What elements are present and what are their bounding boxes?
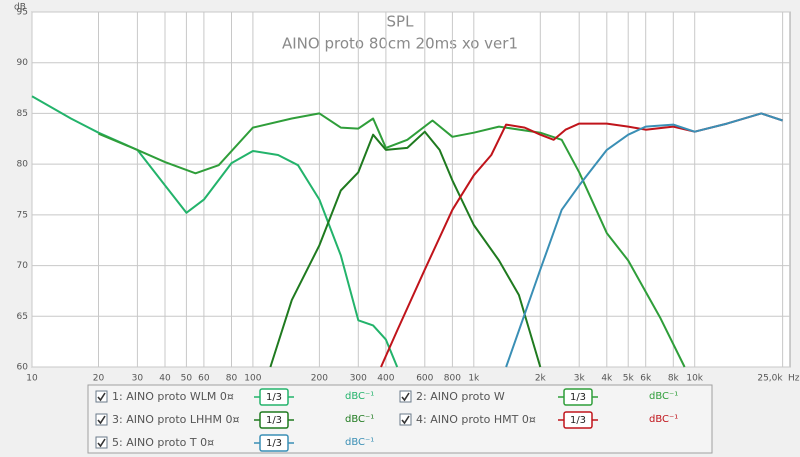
y-axis-label: dB bbox=[14, 3, 26, 13]
legend-label: 3: AINO proto LHHM 0¤ bbox=[112, 413, 240, 426]
y-tick-label: 70 bbox=[17, 261, 29, 271]
legend-checkbox[interactable] bbox=[95, 436, 108, 449]
x-tick-label: 8k bbox=[668, 374, 680, 384]
y-tick-label: 60 bbox=[17, 363, 29, 373]
x-tick-label: 20 bbox=[93, 374, 105, 384]
x-tick-label: 2k bbox=[535, 374, 547, 384]
x-tick-label: 400 bbox=[377, 374, 394, 384]
series-line bbox=[505, 112, 783, 368]
legend-checkbox[interactable] bbox=[95, 390, 108, 403]
legend-label: 5: AINO proto T 0¤ bbox=[112, 436, 214, 449]
x-tick-label: 50 bbox=[181, 374, 193, 384]
smoothing-box[interactable] bbox=[259, 388, 289, 406]
y-tick-label: 65 bbox=[17, 312, 28, 322]
legend-label: 2: AINO proto W bbox=[416, 390, 505, 403]
units-label: dBC⁻¹ bbox=[345, 391, 374, 402]
x-tick-label: 1k bbox=[468, 374, 480, 384]
smoothing-box[interactable] bbox=[563, 411, 593, 429]
x-tick-label: 80 bbox=[226, 374, 238, 384]
smoothing-label: 1/3 bbox=[266, 392, 282, 403]
smoothing-label: 1/3 bbox=[570, 415, 586, 426]
x-tick-label: 4k bbox=[601, 374, 613, 384]
x-tick-label: 10 bbox=[26, 374, 38, 384]
chart-title: SPL bbox=[387, 13, 415, 31]
x-tick-label: 600 bbox=[416, 374, 433, 384]
x-tick-label: 60 bbox=[198, 374, 210, 384]
y-tick-label: 75 bbox=[17, 210, 28, 220]
chart-subtitle: AINO proto 80cm 20ms xo ver1 bbox=[282, 35, 518, 53]
y-tick-label: 95 bbox=[17, 8, 28, 18]
x-tick-label: 800 bbox=[444, 374, 461, 384]
x-tick-label: 10k bbox=[686, 374, 703, 384]
x-tick-label: 30 bbox=[132, 374, 144, 384]
checkmark bbox=[97, 392, 106, 402]
x-tick-label: 5k bbox=[623, 374, 635, 384]
x-tick-label: 300 bbox=[350, 374, 367, 384]
x-tick-label: 6k bbox=[640, 374, 652, 384]
series-line bbox=[269, 130, 542, 368]
x-tick-label: 200 bbox=[311, 374, 328, 384]
checkmark bbox=[401, 392, 410, 402]
x-tick-label: 25,0k bbox=[757, 374, 783, 384]
plot-area bbox=[31, 11, 791, 368]
series-line bbox=[98, 112, 686, 368]
checkmark bbox=[97, 415, 106, 425]
legend-checkbox[interactable] bbox=[95, 413, 108, 426]
units-label: dBC⁻¹ bbox=[649, 414, 678, 425]
smoothing-label: 1/3 bbox=[266, 415, 282, 426]
units-label: dBC⁻¹ bbox=[345, 414, 374, 425]
smoothing-box[interactable] bbox=[563, 388, 593, 406]
y-tick-label: 90 bbox=[17, 58, 29, 68]
smoothing-label: 1/3 bbox=[570, 392, 586, 403]
x-axis-label: Hz bbox=[788, 374, 800, 384]
smoothing-label: 1/3 bbox=[266, 438, 282, 449]
smoothing-box[interactable] bbox=[259, 411, 289, 429]
checkmark bbox=[97, 438, 106, 448]
legend-label: 4: AINO proto HMT 0¤ bbox=[416, 413, 536, 426]
legend-label: 1: AINO proto WLM 0¤ bbox=[112, 390, 234, 403]
x-tick-label: 100 bbox=[244, 374, 261, 384]
x-tick-label: 40 bbox=[159, 374, 171, 384]
units-label: dBC⁻¹ bbox=[649, 391, 678, 402]
y-tick-label: 85 bbox=[17, 109, 28, 119]
smoothing-box[interactable] bbox=[259, 434, 289, 452]
legend-checkbox[interactable] bbox=[399, 390, 412, 403]
legend-checkbox[interactable] bbox=[399, 413, 412, 426]
y-tick-label: 80 bbox=[17, 160, 29, 170]
x-tick-label: 3k bbox=[574, 374, 586, 384]
checkmark bbox=[401, 415, 410, 425]
units-label: dBC⁻¹ bbox=[345, 437, 374, 448]
